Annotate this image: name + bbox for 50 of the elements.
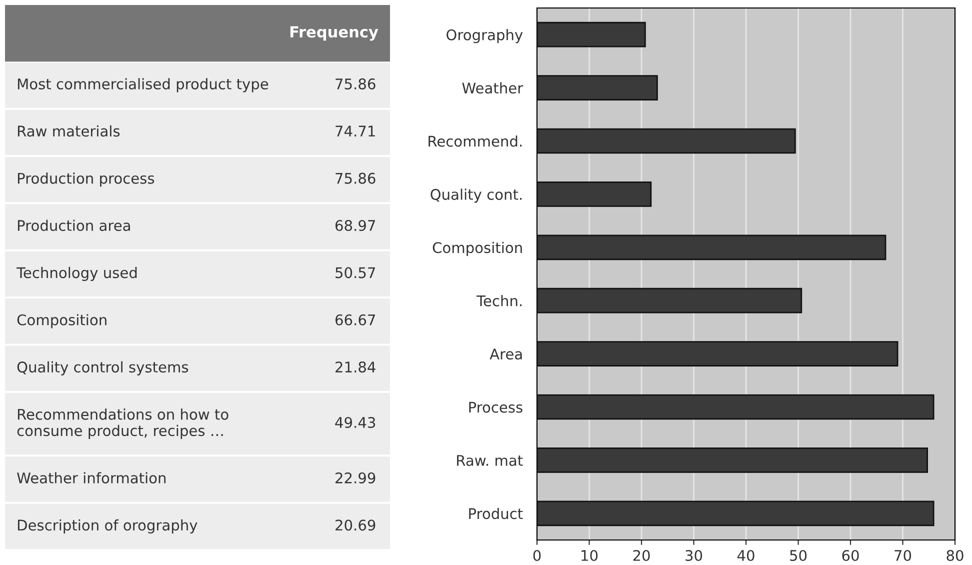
y-tick-label: Area xyxy=(490,348,522,360)
bar xyxy=(537,75,658,100)
y-tick-label: Process xyxy=(469,402,522,413)
data-label: 66.67 xyxy=(335,314,375,326)
x-tick-label: 50 xyxy=(790,550,807,562)
data-label: 21.84 xyxy=(336,362,376,373)
bar xyxy=(537,448,928,473)
x-tick-label: 70 xyxy=(894,550,912,562)
x-tick-label: 30 xyxy=(686,550,702,562)
data-label: 75.86 xyxy=(336,78,376,90)
category-label: Production process xyxy=(18,172,154,187)
category-label: Composition xyxy=(17,314,106,328)
y-tick-label: Techn. xyxy=(476,295,522,306)
data-label: 68.97 xyxy=(335,220,375,232)
x-tick-label: 80 xyxy=(946,550,964,562)
category-label: Most commercialised product type xyxy=(18,78,268,92)
category-label: Description of orography xyxy=(18,519,198,534)
x-tick-label: 0 xyxy=(533,550,541,562)
y-tick-label: Product xyxy=(469,508,523,520)
bar xyxy=(537,288,802,314)
text: Frequency xyxy=(290,26,378,41)
bar xyxy=(537,341,898,366)
bar xyxy=(537,394,934,420)
category-label: Production area xyxy=(18,220,130,232)
y-tick-label: Quality cont. xyxy=(430,188,522,203)
category-label: Quality control systems xyxy=(17,361,188,376)
bar xyxy=(537,128,796,154)
data-label: 74.71 xyxy=(336,126,375,136)
x-tick-label: 60 xyxy=(842,550,859,562)
data-label: 50.57 xyxy=(336,267,375,278)
data-label: 49.43 xyxy=(335,416,376,428)
y-tick-label: Composition xyxy=(432,242,522,256)
category-label: Recommendations on how to consume product, recipes … xyxy=(17,408,228,439)
bar xyxy=(537,234,886,260)
y-tick-label: Weather xyxy=(462,82,524,94)
category-label: Weather information xyxy=(17,472,166,484)
category-label: Technology used xyxy=(16,266,137,282)
x-tick-label: 20 xyxy=(633,550,650,562)
x-tick-label: 10 xyxy=(582,550,598,562)
bar xyxy=(537,182,652,207)
data-label: 22.99 xyxy=(336,472,376,484)
data-label: 75.86 xyxy=(336,172,376,184)
bar xyxy=(537,500,934,526)
data-label: 20.69 xyxy=(336,520,376,531)
x-tick-label: 40 xyxy=(737,550,754,562)
y-tick-label: Recommend. xyxy=(428,135,522,147)
y-tick-label: Orography xyxy=(446,29,523,44)
y-tick-label: Raw. mat xyxy=(457,455,523,466)
bar xyxy=(537,22,646,48)
category-label: Raw materials xyxy=(18,125,120,137)
